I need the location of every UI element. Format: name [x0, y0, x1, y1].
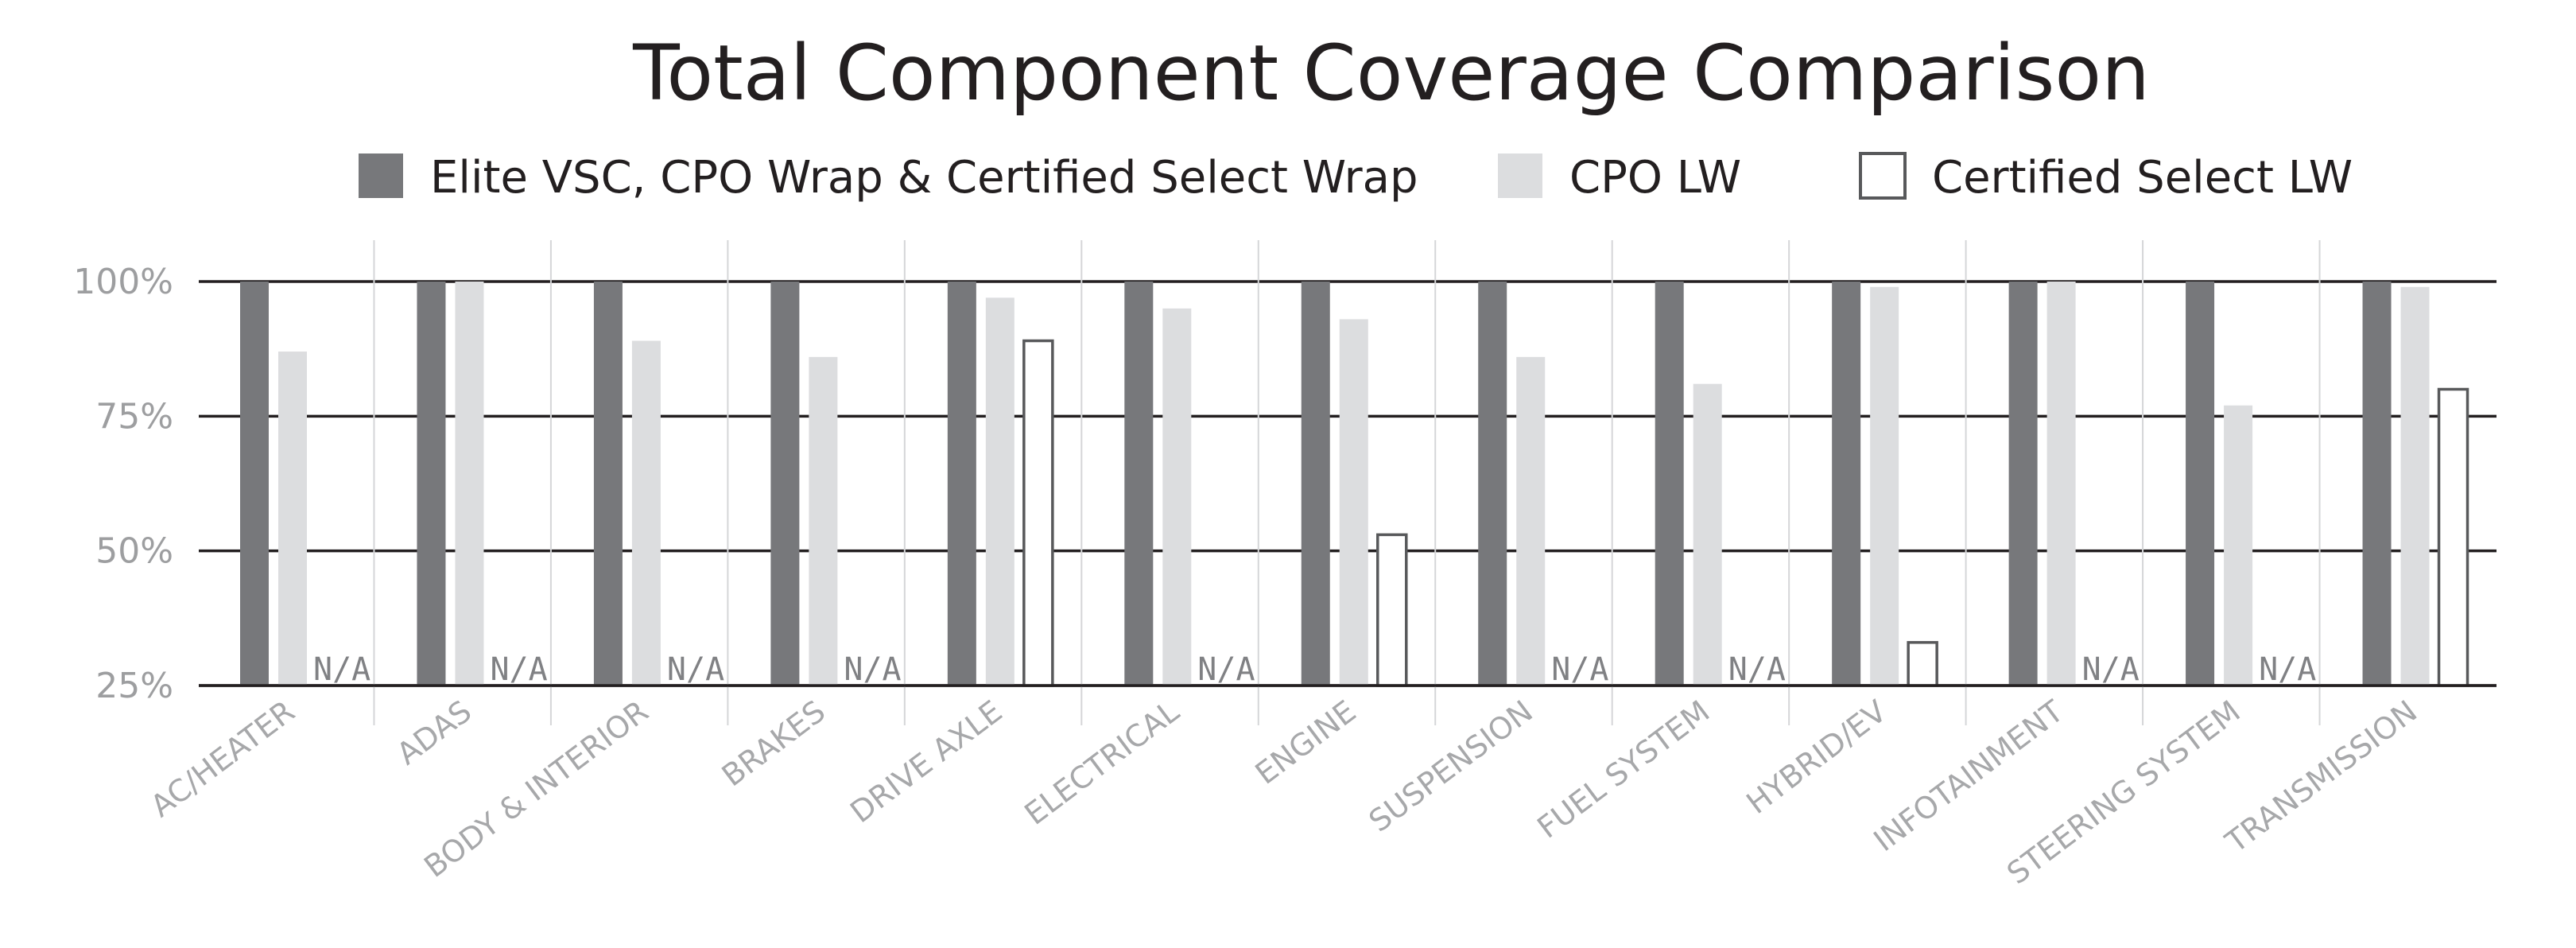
bar-series-1 [417, 282, 446, 686]
bar-series-2 [1870, 286, 1899, 686]
y-tick-label-100: 100% [73, 262, 173, 302]
x-category-label: ADAS [390, 694, 478, 771]
bar-series-1 [1478, 282, 1507, 686]
bar-series-3 [2437, 387, 2469, 687]
y-tick-label-25: 25% [95, 666, 173, 706]
bar-series-1 [1832, 282, 1861, 686]
bar-series-2 [278, 352, 307, 686]
bar-series-2 [1693, 383, 1722, 686]
na-label: N/A [1197, 651, 1255, 688]
legend-swatch-2 [1498, 153, 1542, 198]
bar-series-1 [593, 282, 623, 686]
bar-series-2 [455, 282, 484, 686]
bar-series-1 [1124, 282, 1154, 686]
na-label: N/A [667, 651, 724, 688]
na-label: N/A [844, 651, 901, 688]
na-label: N/A [1551, 651, 1608, 688]
x-category-label: TRANSMISSION [2219, 694, 2424, 860]
bar-series-2 [2224, 405, 2253, 686]
chart-bars: N/A N/A N/A N/A N/A N/A N/A N/A N/A [199, 282, 2496, 688]
na-label: N/A [490, 651, 547, 688]
bar-series-1 [947, 282, 976, 686]
bar-series-2 [1516, 356, 1546, 686]
chart-legend: Elite VSC, CPO Wrap & Certified Select W… [359, 152, 2353, 204]
x-category-label: BRAKES [716, 694, 832, 793]
x-category-label: SUSPENSION [1363, 694, 1539, 839]
y-tick-label-50: 50% [95, 531, 173, 572]
bar-series-1 [2008, 282, 2038, 686]
bar-series-2 [2400, 286, 2430, 686]
x-category-label: AC/HEATER [144, 694, 301, 824]
legend-swatch-3 [1859, 152, 1907, 200]
na-label: N/A [1728, 651, 1786, 688]
x-category-label: FUEL SYSTEM [1530, 694, 1716, 845]
legend-label-3: Certified Select LW [1932, 152, 2353, 204]
y-axis-ticks: 100% 75% 50% 25% [73, 262, 173, 706]
bar-series-1 [2362, 282, 2392, 686]
chart-title: Total Component Coverage Comparison [632, 29, 2150, 118]
bar-series-2 [631, 340, 661, 686]
bar-series-2 [809, 356, 838, 686]
y-tick-label-75: 75% [95, 396, 173, 437]
na-label: N/A [2259, 651, 2316, 688]
na-label: N/A [313, 651, 370, 688]
x-category-label: ELECTRICAL [1018, 694, 1185, 832]
bar-series-2 [1162, 308, 1192, 686]
bar-series-3 [1907, 641, 1938, 687]
x-category-label: HYBRID/EV [1740, 694, 1893, 821]
bar-series-2 [1339, 319, 1368, 686]
legend-swatch-1 [359, 153, 403, 198]
bar-series-1 [1301, 282, 1330, 686]
x-category-label: DRIVE AXLE [844, 694, 1008, 830]
bar-series-2 [985, 297, 1014, 686]
legend-label-2: CPO LW [1569, 152, 1741, 204]
legend-label-1: Elite VSC, CPO Wrap & Certified Select W… [430, 152, 1418, 204]
category-separators [373, 240, 2321, 725]
bar-series-1 [770, 282, 800, 686]
bar-series-1 [1655, 282, 1684, 686]
x-category-label: ENGINE [1249, 694, 1363, 791]
bar-series-3 [1022, 339, 1054, 687]
bar-series-1 [240, 282, 269, 686]
bar-series-3 [1376, 533, 1408, 687]
bar-series-1 [2186, 282, 2215, 686]
bar-series-2 [2046, 282, 2076, 686]
na-label: N/A [2082, 651, 2140, 688]
